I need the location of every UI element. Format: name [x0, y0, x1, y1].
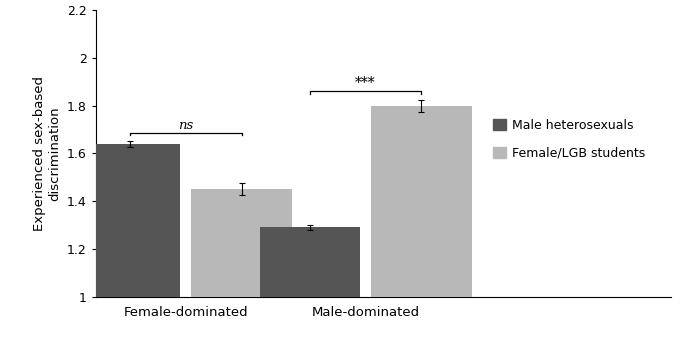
Y-axis label: Experienced sex-based
discrimination: Experienced sex-based discrimination: [34, 76, 62, 231]
Legend: Male heterosexuals, Female/LGB students: Male heterosexuals, Female/LGB students: [493, 119, 645, 159]
Bar: [191, 189, 292, 297]
Bar: [260, 227, 360, 297]
Text: ns: ns: [178, 119, 193, 132]
Text: ***: ***: [356, 76, 376, 90]
Bar: [79, 144, 180, 297]
Bar: [371, 105, 472, 297]
